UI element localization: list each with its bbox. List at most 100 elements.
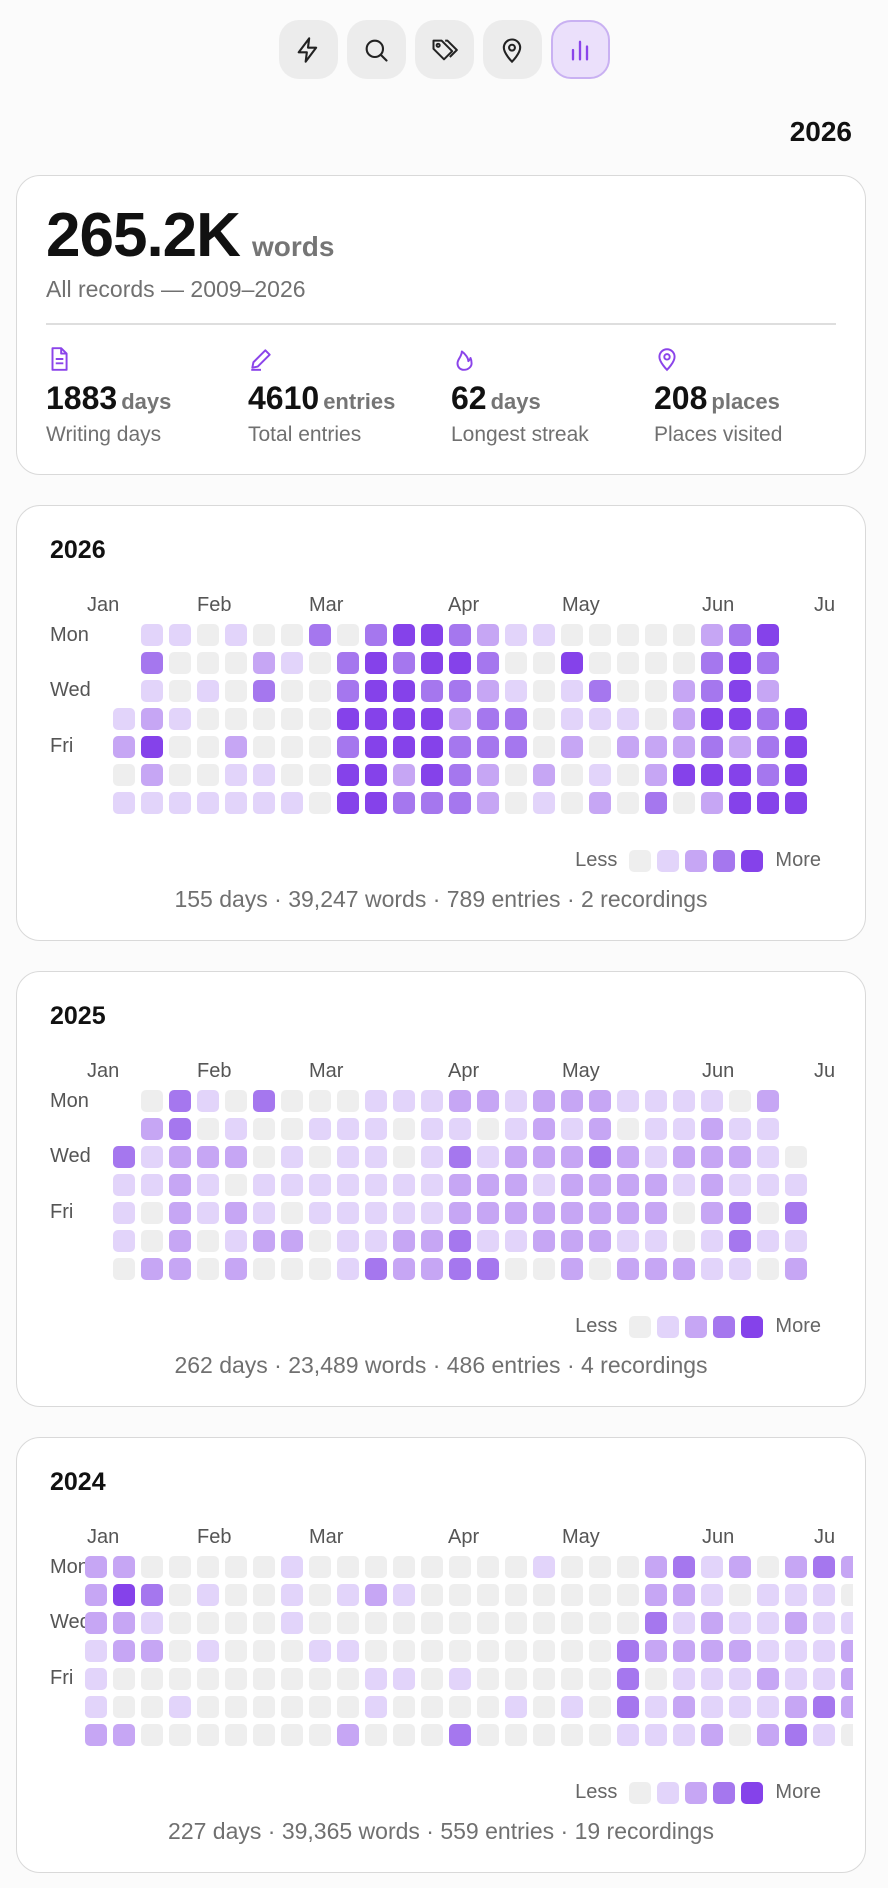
- heatmap-cell[interactable]: [533, 1230, 555, 1252]
- heatmap-cell[interactable]: [253, 1146, 275, 1168]
- heatmap-cell[interactable]: [421, 624, 443, 646]
- heatmap-cell[interactable]: [421, 1640, 443, 1662]
- heatmap-cell[interactable]: [141, 1584, 163, 1606]
- heatmap-cell[interactable]: [645, 1668, 667, 1690]
- heatmap-cell[interactable]: [393, 1668, 415, 1690]
- heatmap-cell[interactable]: [505, 624, 527, 646]
- heatmap-cell[interactable]: [281, 1118, 303, 1140]
- tags-button[interactable]: [414, 20, 474, 79]
- heatmap-cell[interactable]: [449, 1556, 471, 1578]
- heatmap-cell[interactable]: [113, 1612, 135, 1634]
- heatmap-cell[interactable]: [645, 1584, 667, 1606]
- heatmap-cell[interactable]: [309, 1696, 331, 1718]
- heatmap-cell[interactable]: [113, 1668, 135, 1690]
- heatmap-cell[interactable]: [141, 1724, 163, 1746]
- heatmap-cell[interactable]: [477, 1146, 499, 1168]
- heatmap-cell[interactable]: [281, 680, 303, 702]
- heatmap-cell[interactable]: [169, 1230, 191, 1252]
- heatmap-cell[interactable]: [113, 1696, 135, 1718]
- heatmap-cell[interactable]: [561, 1556, 583, 1578]
- heatmap-cell[interactable]: [253, 764, 275, 786]
- heatmap-cell[interactable]: [309, 764, 331, 786]
- heatmap-cell[interactable]: [813, 1584, 835, 1606]
- heatmap-cell[interactable]: [393, 1202, 415, 1224]
- heatmap-cell[interactable]: [141, 1118, 163, 1140]
- heatmap-cell[interactable]: [449, 652, 471, 674]
- heatmap-cell[interactable]: [701, 1174, 723, 1196]
- heatmap-cell[interactable]: [673, 764, 695, 786]
- heatmap-cell[interactable]: [757, 680, 779, 702]
- heatmap-cell[interactable]: [421, 1612, 443, 1634]
- heatmap-cell[interactable]: [169, 680, 191, 702]
- heatmap-cell[interactable]: [337, 764, 359, 786]
- heatmap-cell[interactable]: [309, 1584, 331, 1606]
- heatmap-cell[interactable]: [785, 792, 807, 814]
- heatmap-cell[interactable]: [421, 1584, 443, 1606]
- heatmap-cell[interactable]: [645, 1118, 667, 1140]
- heatmap-cell[interactable]: [757, 1258, 779, 1280]
- heatmap-cell[interactable]: [589, 1230, 611, 1252]
- heatmap-cell[interactable]: [841, 1724, 853, 1746]
- heatmap-cell[interactable]: [337, 1202, 359, 1224]
- heatmap-cell[interactable]: [505, 1696, 527, 1718]
- heatmap-cell[interactable]: [197, 1258, 219, 1280]
- heatmap-cell[interactable]: [533, 680, 555, 702]
- heatmap-cell[interactable]: [225, 736, 247, 758]
- heatmap-cell[interactable]: [673, 1724, 695, 1746]
- heatmap-cell[interactable]: [505, 736, 527, 758]
- heatmap-cell[interactable]: [757, 1584, 779, 1606]
- heatmap-cell[interactable]: [701, 652, 723, 674]
- heatmap-cell[interactable]: [785, 1668, 807, 1690]
- heatmap-cell[interactable]: [645, 1230, 667, 1252]
- heatmap-cell[interactable]: [729, 1640, 751, 1662]
- heatmap-cell[interactable]: [617, 708, 639, 730]
- heatmap-cell[interactable]: [113, 1640, 135, 1662]
- heatmap-cell[interactable]: [309, 1202, 331, 1224]
- heatmap-cell[interactable]: [561, 1668, 583, 1690]
- heatmap-cell[interactable]: [841, 1612, 853, 1634]
- heatmap-cell[interactable]: [225, 1230, 247, 1252]
- heatmap-cell[interactable]: [701, 1724, 723, 1746]
- heatmap-cell[interactable]: [645, 652, 667, 674]
- heatmap-cell[interactable]: [421, 1090, 443, 1112]
- heatmap-cell[interactable]: [113, 1230, 135, 1252]
- heatmap-cell[interactable]: [785, 1640, 807, 1662]
- heatmap-cell[interactable]: [337, 624, 359, 646]
- heatmap-cell[interactable]: [309, 1174, 331, 1196]
- heatmap-cell[interactable]: [757, 1146, 779, 1168]
- heatmap-cell[interactable]: [561, 1174, 583, 1196]
- heatmap-cell[interactable]: [225, 708, 247, 730]
- heatmap-cell[interactable]: [253, 1696, 275, 1718]
- heatmap-cell[interactable]: [337, 1146, 359, 1168]
- heatmap-cell[interactable]: [673, 680, 695, 702]
- heatmap-cell[interactable]: [729, 1696, 751, 1718]
- heatmap-cell[interactable]: [617, 1584, 639, 1606]
- heatmap-cell[interactable]: [477, 1696, 499, 1718]
- heatmap-cell[interactable]: [645, 1612, 667, 1634]
- heatmap-cell[interactable]: [505, 1724, 527, 1746]
- heatmap-cell[interactable]: [757, 1696, 779, 1718]
- heatmap-cell[interactable]: [169, 792, 191, 814]
- heatmap-cell[interactable]: [225, 1174, 247, 1196]
- heatmap-cell[interactable]: [533, 708, 555, 730]
- heatmap-cell[interactable]: [169, 1696, 191, 1718]
- heatmap-cell[interactable]: [393, 736, 415, 758]
- heatmap-cell[interactable]: [505, 1202, 527, 1224]
- heatmap-cell[interactable]: [225, 1556, 247, 1578]
- heatmap-cell[interactable]: [309, 624, 331, 646]
- heatmap-cell[interactable]: [253, 1640, 275, 1662]
- heatmap-cell[interactable]: [841, 1668, 853, 1690]
- heatmap-cell[interactable]: [673, 1090, 695, 1112]
- heatmap-cell[interactable]: [477, 624, 499, 646]
- heatmap-cell[interactable]: [421, 1696, 443, 1718]
- heatmap-cell[interactable]: [365, 1230, 387, 1252]
- heatmap-cell[interactable]: [757, 1174, 779, 1196]
- heatmap-cell[interactable]: [421, 1724, 443, 1746]
- heatmap-cell[interactable]: [785, 736, 807, 758]
- heatmap-cell[interactable]: [701, 1202, 723, 1224]
- heatmap-cell[interactable]: [393, 624, 415, 646]
- heatmap-cell[interactable]: [561, 764, 583, 786]
- heatmap-cell[interactable]: [281, 1258, 303, 1280]
- heatmap-cell[interactable]: [589, 1724, 611, 1746]
- heatmap-cell[interactable]: [281, 792, 303, 814]
